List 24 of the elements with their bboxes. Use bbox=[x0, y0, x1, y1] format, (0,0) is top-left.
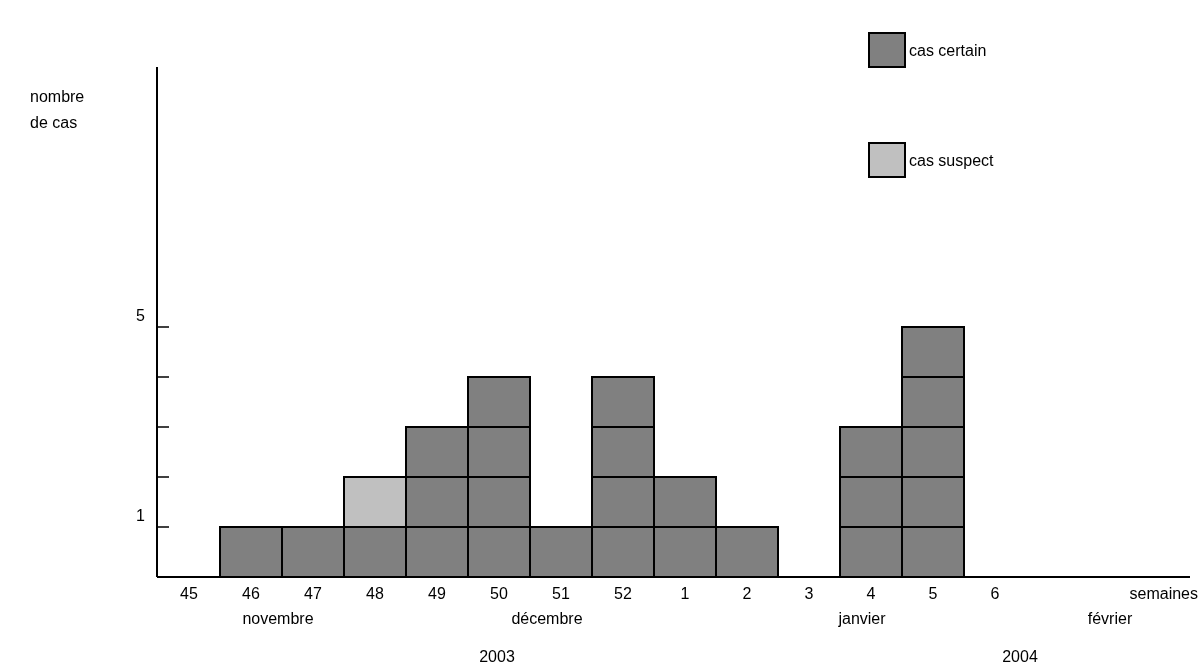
legend-label: cas certain bbox=[909, 42, 987, 59]
x-tick-label: 45 bbox=[180, 585, 198, 602]
text: 2004 bbox=[1002, 648, 1038, 665]
text: semaines bbox=[1129, 585, 1198, 602]
text: décembre bbox=[511, 610, 583, 627]
x-tick-label: 51 bbox=[552, 585, 570, 602]
x-tick-label: 48 bbox=[366, 585, 384, 602]
y-axis-title: nombre de cas bbox=[30, 88, 85, 131]
legend-label: cas suspect bbox=[909, 152, 995, 169]
x-tick-label: 4 bbox=[866, 585, 876, 602]
x-tick-label: 49 bbox=[428, 585, 446, 602]
x-tick-label: 2 bbox=[742, 585, 752, 602]
text: novembre bbox=[242, 610, 314, 627]
x-tick-label: 52 bbox=[614, 585, 632, 602]
x-tick-label: 50 bbox=[490, 585, 508, 602]
text: 2003 bbox=[479, 648, 515, 665]
x-tick-label: 3 bbox=[804, 585, 814, 602]
x-tick-label: 47 bbox=[304, 585, 322, 602]
x-tick-label: 1 bbox=[680, 585, 690, 602]
x-tick-label: 5 bbox=[928, 585, 938, 602]
text: janvier bbox=[837, 610, 887, 627]
text: février bbox=[1087, 610, 1133, 627]
x-tick-label: 6 bbox=[990, 585, 1000, 602]
x-tick-label: 46 bbox=[242, 585, 260, 602]
